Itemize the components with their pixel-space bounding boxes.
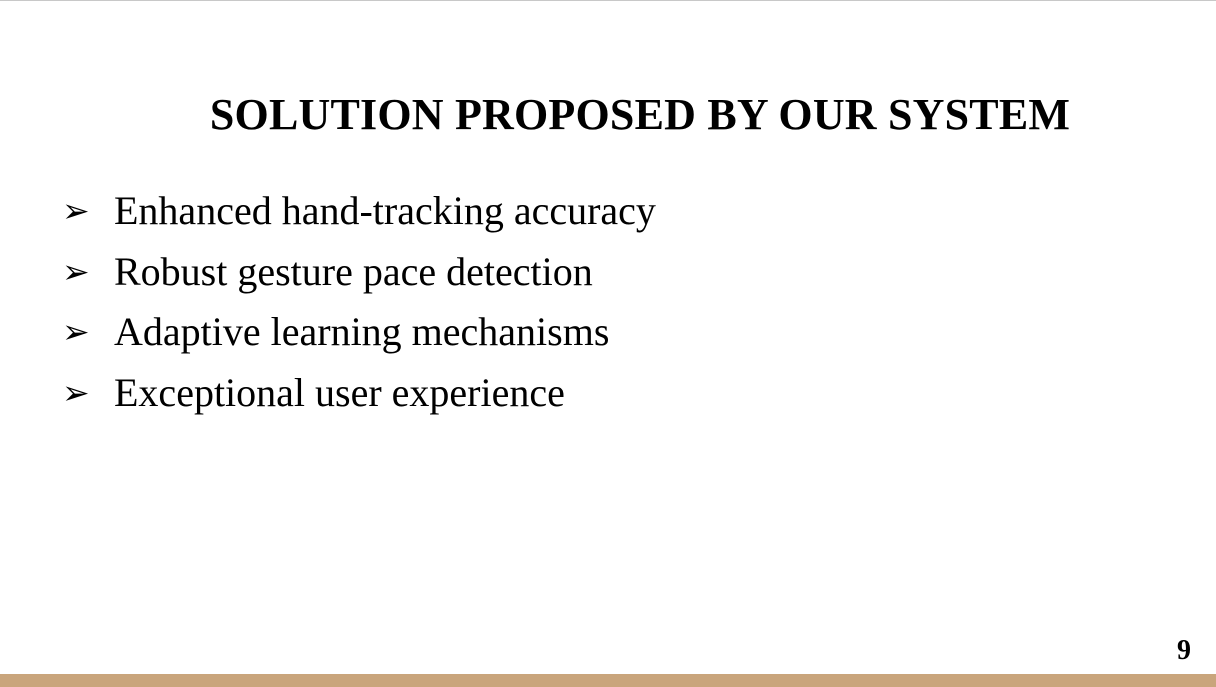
slide-title: SOLUTION PROPOSED BY OUR SYSTEM [209,90,1071,139]
bullet-text: Adaptive learning mechanisms [114,309,610,355]
bullet-item: ➢ Exceptional user experience [62,363,656,424]
bullet-text: Enhanced hand-tracking accuracy [114,188,656,234]
bullet-list: ➢ Enhanced hand-tracking accuracy ➢ Robu… [62,181,656,423]
arrowhead-bullet-icon: ➢ [62,372,90,412]
bullet-text: Exceptional user experience [114,369,565,415]
footer-bar [0,674,1216,687]
arrowhead-bullet-icon: ➢ [62,251,90,291]
bullet-text: Robust gesture pace detection [114,248,593,294]
bullet-item: ➢ Enhanced hand-tracking accuracy [62,181,656,242]
page-number: 9 [1177,635,1191,666]
arrowhead-bullet-icon: ➢ [62,312,90,352]
bullet-item: ➢ Robust gesture pace detection [62,242,656,303]
bullet-item: ➢ Adaptive learning mechanisms [62,302,656,363]
arrowhead-bullet-icon: ➢ [62,191,90,231]
